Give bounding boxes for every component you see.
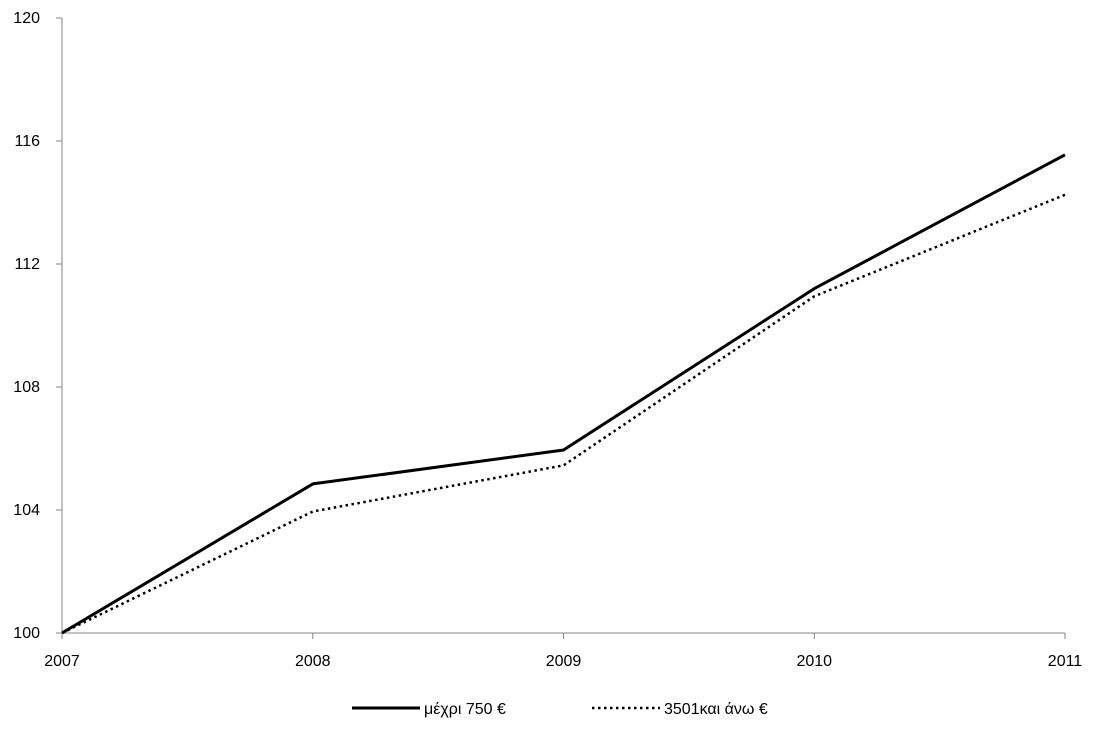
y-tick-label: 108: [13, 379, 40, 396]
legend-label-2: 3501και άνω €: [664, 701, 768, 718]
series-layer: [62, 155, 1065, 633]
x-tick-label: 2009: [546, 653, 582, 670]
y-tick-label: 120: [13, 10, 40, 27]
series-line-1: [62, 155, 1065, 633]
x-tick-label: 2010: [796, 653, 832, 670]
legend: μέχρι 750 € 3501και άνω €: [352, 701, 768, 718]
y-tick-label: 116: [14, 133, 40, 150]
y-tick-label: 112: [14, 256, 40, 273]
x-tick-label: 2011: [1048, 653, 1083, 670]
series-line-2: [62, 195, 1065, 633]
y-tick-label: 100: [13, 625, 40, 642]
x-tick-label: 2007: [44, 653, 80, 670]
x-tick-label: 2008: [295, 653, 331, 670]
legend-label-1: μέχρι 750 €: [424, 701, 506, 718]
y-tick-label: 104: [13, 502, 40, 519]
axes: 100 104 108 112 116 120 2007 2008 2009 2010 2011: [13, 10, 1082, 670]
